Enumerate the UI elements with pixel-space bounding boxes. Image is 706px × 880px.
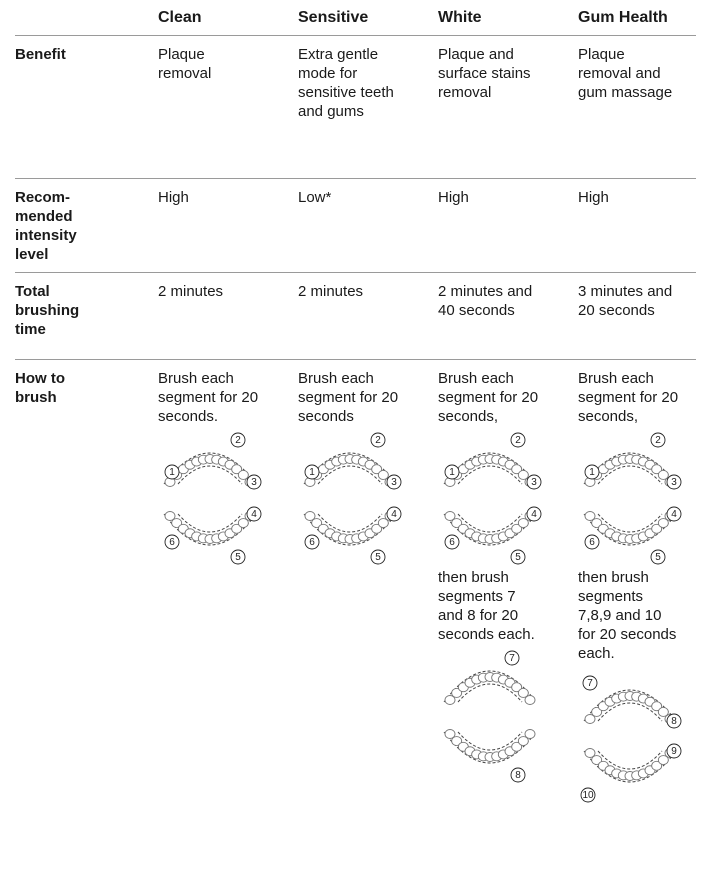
table-cell: High [578, 179, 696, 273]
row-label-text: How to brush [15, 369, 107, 407]
table-row: How to brush Brush each segment for 20 se… [15, 360, 696, 814]
teeth-diagram: 4 5 6 [294, 502, 406, 566]
teeth-diagram: 78 [574, 669, 686, 733]
table-cell: Brush each segment for 20 seconds 1 2 3 4 5 6 [298, 360, 438, 814]
row-label-text: Benefit [15, 45, 107, 64]
column-header: White [438, 0, 578, 36]
page: {"table": { "header": ["Clean", "Sensiti… [0, 0, 706, 880]
teeth-diagram: 7 [434, 650, 546, 714]
cell-text: 3 minutes and 20 seconds [578, 282, 680, 320]
table-cell: Plaque removal and gum massage [578, 36, 696, 179]
teeth-diagram: 9 10 [574, 739, 686, 803]
cell-text: then brush segments 7 and 8 for 20 secon… [438, 568, 540, 644]
table-cell: 3 minutes and 20 seconds [578, 273, 696, 360]
table-cell: Brush each segment for 20 seconds, 1 2 3 4 5 6… [438, 360, 578, 814]
segment-number: 2 [655, 435, 661, 446]
table-cell: High [438, 179, 578, 273]
segment-number: 5 [235, 552, 241, 563]
row-label: Benefit [15, 36, 158, 179]
cell-text: High [578, 188, 680, 207]
cell-text: Low* [298, 188, 400, 207]
segment-number: 1 [169, 467, 175, 478]
segment-number: 3 [671, 477, 677, 488]
teeth-diagram: 4 5 6 [434, 502, 546, 566]
segment-number: 9 [671, 746, 677, 757]
table-cell: Brush each segment for 20 seconds, 1 2 3 4 5 6… [578, 360, 696, 814]
segment-number: 2 [515, 435, 521, 446]
cell-text: Brush each segment for 20 seconds [298, 369, 400, 426]
cell-text: Plaque and surface stains removal [438, 45, 540, 102]
teeth-diagram: 1 2 3 [154, 432, 266, 496]
cell-text: Brush each segment for 20 seconds. [158, 369, 260, 426]
table-row: Benefit Plaque removal Extra gentle mode f… [15, 36, 696, 179]
cell-text: 2 minutes and 40 seconds [438, 282, 540, 320]
corner [15, 0, 158, 36]
segment-number: 1 [309, 467, 315, 478]
tooth [525, 730, 535, 739]
table-cell: Extra gentle mode for sensitive teeth an… [298, 36, 438, 179]
cell-text: 2 minutes [158, 282, 260, 301]
column-header: Clean [158, 0, 298, 36]
row-label-text: Total brushing time [15, 282, 107, 339]
tooth [525, 696, 535, 705]
column-header: Sensitive [298, 0, 438, 36]
segment-number: 5 [515, 552, 521, 563]
table-cell: Plaque removal [158, 36, 298, 179]
teeth-diagram: 1 2 3 [294, 432, 406, 496]
table-cell: Brush each segment for 20 seconds. 1 2 3 4 5 6 [158, 360, 298, 814]
segment-number: 4 [251, 509, 257, 520]
cell-text: Brush each segment for 20 seconds, [438, 369, 540, 426]
table-cell: 2 minutes [158, 273, 298, 360]
segment-number: 6 [169, 537, 175, 548]
segment-number: 3 [391, 477, 397, 488]
segment-number: 2 [375, 435, 381, 446]
teeth-diagram: 1 2 3 [574, 432, 686, 496]
segment-number: 1 [589, 467, 595, 478]
table-cell: Low* [298, 179, 438, 273]
cell-text: 2 minutes [298, 282, 400, 301]
cell-text: Plaque removal [158, 45, 260, 83]
table-row: Recom-mended intensity level High Low* High… [15, 179, 696, 273]
segment-number: 6 [449, 537, 455, 548]
table-cell: Plaque and surface stains removal [438, 36, 578, 179]
segment-number: 2 [235, 435, 241, 446]
teeth-diagram: 8 [434, 720, 546, 784]
teeth-diagram: 4 5 6 [154, 502, 266, 566]
segment-number: 3 [531, 477, 537, 488]
cell-text: Extra gentle mode for sensitive teeth an… [298, 45, 400, 121]
table-cell: 2 minutes and 40 seconds [438, 273, 578, 360]
row-label: How to brush [15, 360, 158, 814]
column-header: Gum Health [578, 0, 696, 36]
teeth-diagram: 1 2 3 [434, 432, 546, 496]
segment-number: 4 [391, 509, 397, 520]
cell-text: then brush segments 7,8,9 and 10 for 20 … [578, 568, 680, 663]
segment-number: 1 [449, 467, 455, 478]
row-label-text: Recom-mended intensity level [15, 188, 107, 264]
segment-number: 3 [251, 477, 257, 488]
table-cell: High [158, 179, 298, 273]
segment-number: 4 [671, 509, 677, 520]
segment-number: 10 [582, 790, 594, 801]
table-row: Total brushing time 2 minutes 2 minutes 2 m… [15, 273, 696, 360]
cell-text: Brush each segment for 20 seconds, [578, 369, 680, 426]
cell-text: High [438, 188, 540, 207]
segment-number: 7 [587, 678, 593, 689]
row-label: Total brushing time [15, 273, 158, 360]
segment-number: 6 [589, 537, 595, 548]
segment-number: 6 [309, 537, 315, 548]
segment-number: 5 [375, 552, 381, 563]
table-cell: 2 minutes [298, 273, 438, 360]
cell-text: High [158, 188, 260, 207]
segment-number: 4 [531, 509, 537, 520]
segment-number: 8 [671, 716, 677, 727]
teeth-diagram: 4 5 6 [574, 502, 686, 566]
segment-number: 8 [515, 770, 521, 781]
row-label: Recom-mended intensity level [15, 179, 158, 273]
segment-number: 5 [655, 552, 661, 563]
segment-number: 7 [509, 653, 515, 664]
cell-text: Plaque removal and gum massage [578, 45, 680, 102]
